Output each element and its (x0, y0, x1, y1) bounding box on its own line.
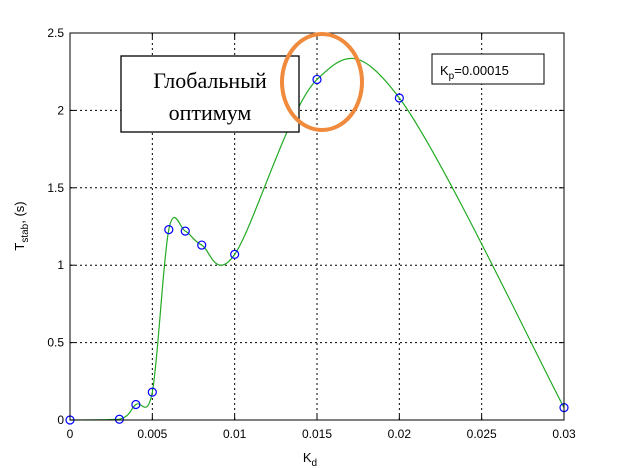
data-point (114, 414, 125, 424)
y-tick-label: 2 (57, 103, 64, 117)
y-tick-label: 1 (57, 258, 64, 272)
data-point (230, 249, 240, 259)
x-axis-label-main: K (303, 450, 312, 465)
x-tick-label: 0.03 (552, 427, 576, 441)
legend-value: =0.00015 (454, 63, 509, 78)
y-tick-label: 0.5 (47, 336, 64, 350)
x-tick-label: 0.01 (223, 427, 247, 441)
y-axis-label-main: T (12, 243, 27, 251)
data-markers (65, 74, 569, 425)
legend-box (431, 53, 545, 85)
x-axis-label-subscript: d (312, 458, 318, 468)
series-line (69, 57, 565, 421)
data-point (131, 399, 141, 410)
data-point (312, 74, 322, 85)
x-tick-label: 0 (67, 427, 74, 441)
tick-labels: 0 0.005 0.01 0.015 0.02 0.025 0.03 0 0.5 1 1.5 2 2.5 (47, 26, 576, 441)
x-tick-label: 0.005 (137, 427, 167, 441)
y-tick-label: 1.5 (47, 181, 64, 195)
legend-label-subscript: p (449, 71, 455, 82)
annotation-line-1: Глобальный (153, 68, 267, 93)
data-point (147, 387, 157, 397)
x-tick-label: 0.025 (467, 427, 497, 441)
annotation-line-2: оптимум (169, 100, 252, 125)
axis-ticks (69, 32, 565, 421)
data-point (197, 240, 207, 250)
legend-text: Kp=0.00015 (440, 63, 509, 82)
data-point (180, 226, 190, 236)
y-axis-label-suffix: , (s) (12, 201, 27, 223)
x-tick-label: 0.02 (388, 427, 412, 441)
y-tick-label: 2.5 (47, 26, 64, 40)
annotation: Глобальный оптимум (120, 55, 300, 133)
data-point (394, 93, 404, 103)
legend: Kp=0.00015 (431, 53, 545, 85)
series-line-group (69, 57, 565, 421)
annotation-box (120, 55, 300, 133)
y-tick-label: 0 (57, 413, 64, 427)
data-point (164, 224, 174, 235)
grid (70, 33, 564, 420)
x-tick-label: 0.015 (302, 427, 332, 441)
y-axis-label-subscript: stab (20, 223, 31, 242)
highlight-circle (280, 32, 364, 132)
x-axis-label: Kd (303, 450, 317, 468)
y-axis-label: Tstab, (s) (12, 201, 31, 250)
legend-label: K (440, 63, 449, 78)
